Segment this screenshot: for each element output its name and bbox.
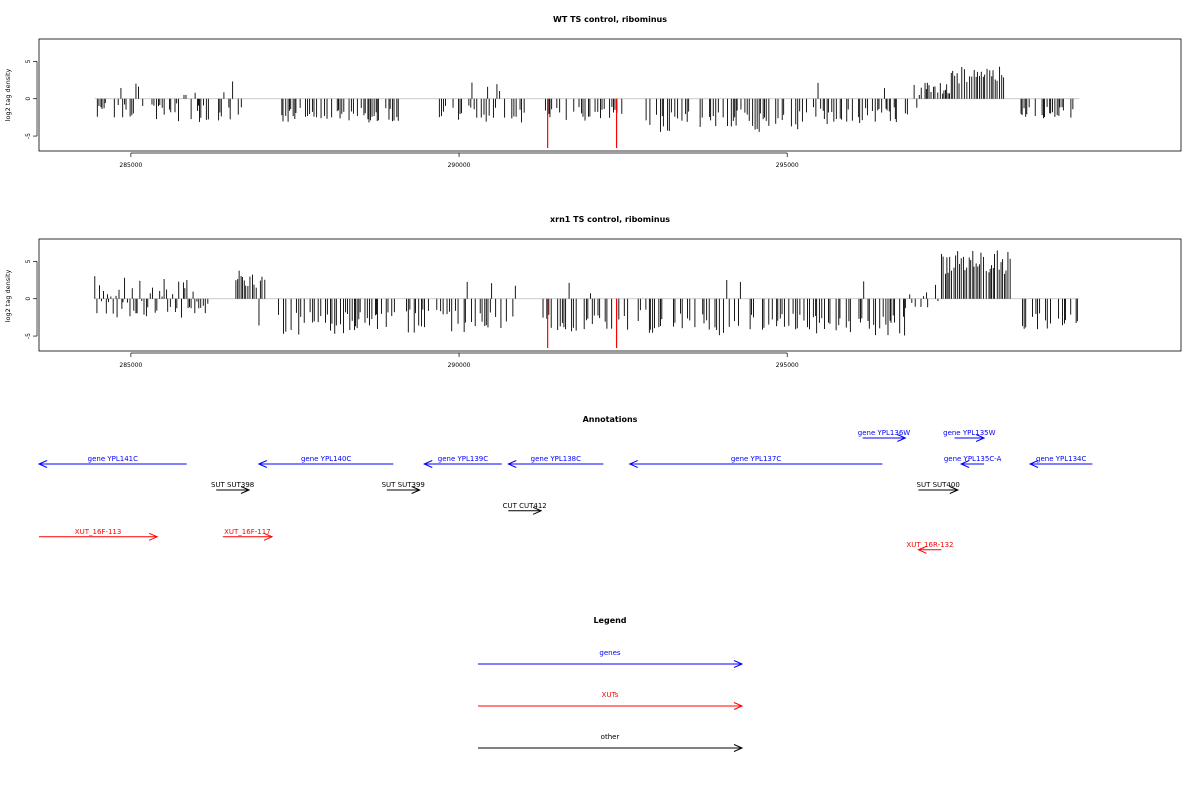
feature-label: gene YPL140C: [301, 455, 351, 463]
wt-x-tick-label: 290000: [448, 162, 471, 169]
legend-item-xut: XUTs: [478, 691, 744, 710]
feature-label: gene YPL138C: [531, 455, 581, 463]
feature-arrow-head: [37, 460, 48, 468]
feature-label: XUT_16R-132: [906, 541, 953, 549]
wt-panel-title: WT TS control, ribominus: [553, 15, 667, 24]
feature-label: SUT SUT399: [382, 481, 425, 489]
feature-arrow-head: [628, 460, 638, 468]
legend-arrow-head: [733, 702, 744, 710]
feature-label: XUT_16F-117: [224, 528, 271, 536]
legend-title: Legend: [593, 616, 626, 625]
wt-bars: [94, 66, 1080, 149]
feature-xut: XUT_16R-132: [906, 541, 953, 554]
wt-x-tick-label: 295000: [776, 162, 799, 169]
xrn1-axes: 285000 290000 295000 5 0 -5: [25, 259, 799, 369]
xrn1-y-tick-label: 5: [25, 259, 32, 263]
wt-y-tick-label: -5: [25, 133, 32, 139]
wt-y-tick-label: 5: [25, 59, 32, 63]
legend-arrow-head: [733, 660, 744, 668]
feature-label: gene YPL141C: [88, 455, 138, 463]
feature-arrow-head: [423, 460, 433, 468]
xrn1-x-tick-label: 290000: [448, 362, 471, 369]
feature-label: SUT SUT400: [917, 481, 960, 489]
feature-gene: gene YPL137C: [628, 455, 883, 468]
feature-other: SUT SUT399: [382, 481, 425, 494]
feature-label: gene YPL139C: [438, 455, 488, 463]
legend-label: genes: [599, 649, 620, 657]
feature-xut: XUT_16F-113: [39, 528, 159, 541]
legend-item-other: other: [478, 733, 744, 752]
xrn1-panel: xrn1 TS control, ribominus log2 tag dens…: [4, 215, 1182, 369]
feature-label: CUT CUT412: [503, 502, 547, 510]
feature-gene: gene YPL138C: [507, 455, 604, 468]
feature-arrow-head: [507, 460, 517, 468]
feature-label: SUT SUT398: [211, 481, 254, 489]
xrn1-x-tick-label: 295000: [776, 362, 799, 369]
xrn1-y-tick-label: 0: [25, 297, 32, 301]
xrn1-plot-frame: [38, 238, 1182, 352]
feature-gene: gene YPL140C: [257, 455, 394, 468]
feature-other: CUT CUT412: [503, 502, 547, 515]
feature-label: gene YPL134C: [1036, 455, 1086, 463]
feature-gene: gene YPL141C: [37, 455, 187, 468]
feature-arrow-head: [1028, 460, 1039, 468]
feature-arrow-head: [148, 532, 159, 541]
legend-arrow-head: [733, 744, 744, 752]
feature-arrow-head: [949, 486, 960, 494]
wt-y-axis-label: log2 tag density: [4, 69, 12, 122]
xrn1-x-tick-label: 285000: [119, 362, 142, 369]
xrn1-y-axis-label: log2 tag density: [4, 270, 12, 323]
feature-label: gene YPL137C: [731, 455, 781, 463]
annotation-features: gene YPL141C gene YPL140C gene YPL139C gene…: [37, 429, 1093, 554]
feature-xut: XUT_16F-117: [222, 528, 274, 541]
feature-arrow-head: [411, 486, 421, 494]
wt-panel: WT TS control, ribominus log2 tag densit…: [4, 15, 1182, 169]
legend-label: XUTs: [602, 691, 619, 699]
xrn1-bars: [94, 250, 1080, 349]
feature-arrow-head: [975, 434, 986, 442]
feature-arrow-head: [240, 486, 251, 494]
annotations-title: Annotations: [583, 415, 638, 424]
feature-arrow-head: [257, 460, 268, 468]
feature-arrow-head: [897, 434, 907, 442]
feature-arrow-head: [917, 545, 927, 554]
feature-gene: gene YPL134C: [1028, 455, 1093, 468]
legend: Legend genes XUTs other: [478, 616, 744, 752]
feature-other: SUT SUT398: [211, 481, 254, 494]
feature-label: gene YPL136W: [858, 429, 910, 437]
feature-gene: gene YPL139C: [423, 455, 502, 468]
feature-arrow-head: [532, 506, 543, 515]
wt-plot-frame: [38, 38, 1182, 152]
wt-y-tick-label: 0: [25, 97, 32, 101]
wt-axes: 285000 290000 295000 5 0 -5: [25, 59, 799, 169]
feature-arrow-head: [959, 460, 970, 468]
feature-label: gene YPL135C-A: [944, 455, 1002, 463]
wt-x-tick-label: 285000: [119, 162, 142, 169]
xrn1-y-tick-label: -5: [25, 333, 32, 339]
legend-items: genes XUTs other: [478, 649, 744, 752]
feature-arrow-head: [263, 532, 274, 541]
annotations-track: Annotations gene YPL141C gene YPL140C gene…: [37, 415, 1093, 554]
legend-label: other: [601, 733, 620, 741]
feature-label: gene YPL135W: [943, 429, 995, 437]
feature-gene: gene YPL136W: [858, 429, 910, 442]
feature-gene: gene YPL135C-A: [944, 455, 1002, 468]
legend-item-gene: genes: [478, 649, 744, 668]
xrn1-panel-title: xrn1 TS control, ribominus: [550, 215, 670, 224]
feature-label: XUT_16F-113: [75, 528, 122, 536]
feature-gene: gene YPL135W: [943, 429, 996, 442]
feature-other: SUT SUT400: [917, 481, 960, 494]
